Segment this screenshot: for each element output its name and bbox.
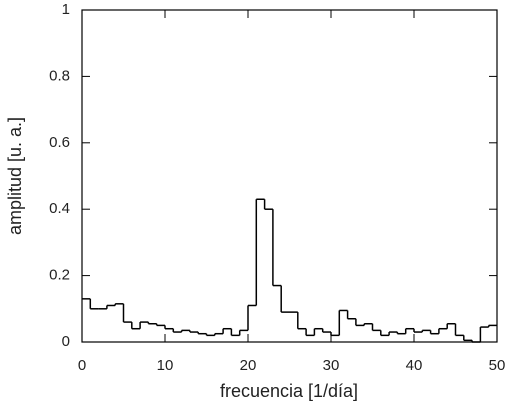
- x-tick-label: 20: [240, 357, 257, 374]
- y-tick-label: 0.8: [49, 67, 70, 84]
- y-tick-label: 0.2: [49, 267, 70, 284]
- y-axis-label: amplitud [u. a.]: [5, 117, 25, 235]
- y-tick-label: 1: [62, 1, 70, 18]
- x-tick-label: 50: [489, 357, 506, 374]
- y-tick-label: 0: [62, 333, 70, 350]
- plot-frame: [81, 9, 498, 343]
- x-tick-label: 10: [157, 357, 174, 374]
- x-tick-label: 40: [406, 357, 423, 374]
- x-axis-label: frecuencia [1/día]: [220, 381, 358, 401]
- y-tick-label: 0.4: [49, 200, 70, 217]
- x-tick-label: 30: [323, 357, 340, 374]
- y-tick-label: 0.6: [49, 134, 70, 151]
- x-tick-label: 0: [78, 357, 86, 374]
